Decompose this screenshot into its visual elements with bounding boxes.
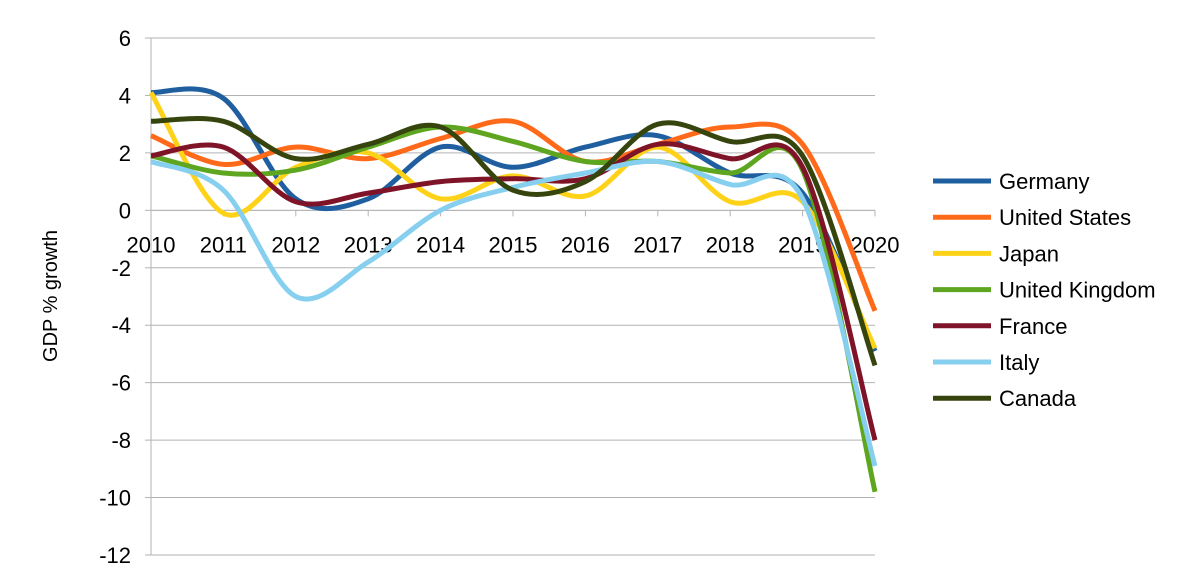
y-tick-labels: 6 4 2 0 -2 -4 -6 -8 -10 -12 [99, 26, 131, 568]
legend-label-germany: Germany [999, 169, 1089, 194]
x-tick-label: 2010 [127, 232, 176, 257]
x-tick-label: 2011 [200, 232, 247, 257]
legend-label-france: France [999, 314, 1067, 339]
x-tick-label: 2012 [271, 232, 320, 257]
y-tick-label: -10 [99, 486, 131, 511]
y-tick-label: -2 [111, 256, 131, 281]
x-tick-label: 2018 [706, 232, 755, 257]
series-line-germany [150, 86, 878, 353]
legend-label-japan: Japan [999, 241, 1059, 266]
legend-label-italy: Italy [999, 350, 1039, 375]
series-line-italy [150, 158, 878, 467]
x-tick-label: 2017 [633, 232, 682, 257]
x-tick-label: 2016 [561, 232, 610, 257]
x-tick-labels: 2010 2011 2012 2013 2014 2015 2016 2017 2018 2019… [127, 232, 900, 257]
y-tick-label: 2 [119, 141, 131, 166]
y-tick-label: -12 [99, 543, 131, 568]
legend-label-united-kingdom: United Kingdom [999, 278, 1156, 303]
grid [151, 37, 875, 556]
legend-label-canada: Canada [999, 386, 1077, 411]
y-tick-label: 6 [119, 26, 131, 51]
x-tick-label: 2020 [851, 232, 900, 257]
y-tick-label: -6 [111, 371, 131, 396]
y-tick-label: -4 [111, 313, 131, 338]
legend-label-united-states: United States [999, 205, 1131, 230]
y-tick-label: 0 [119, 198, 131, 223]
series-line-canada [150, 116, 878, 367]
x-tick-label: 2015 [489, 232, 538, 257]
y-tick-label: 4 [119, 83, 131, 108]
series-line-japan [148, 91, 878, 350]
series-lines [148, 86, 878, 493]
y-tick-label: -8 [111, 428, 131, 453]
x-tick-label: 2014 [416, 232, 465, 257]
legend: Germany United States Japan United Kingdom F… [933, 169, 1156, 411]
series-line-united-kingdom [150, 124, 878, 493]
y-axis-label: GDP % growth [40, 230, 62, 362]
axes [145, 37, 876, 556]
x-tick-label: 2013 [344, 232, 393, 257]
series-line-united-states [150, 118, 878, 312]
